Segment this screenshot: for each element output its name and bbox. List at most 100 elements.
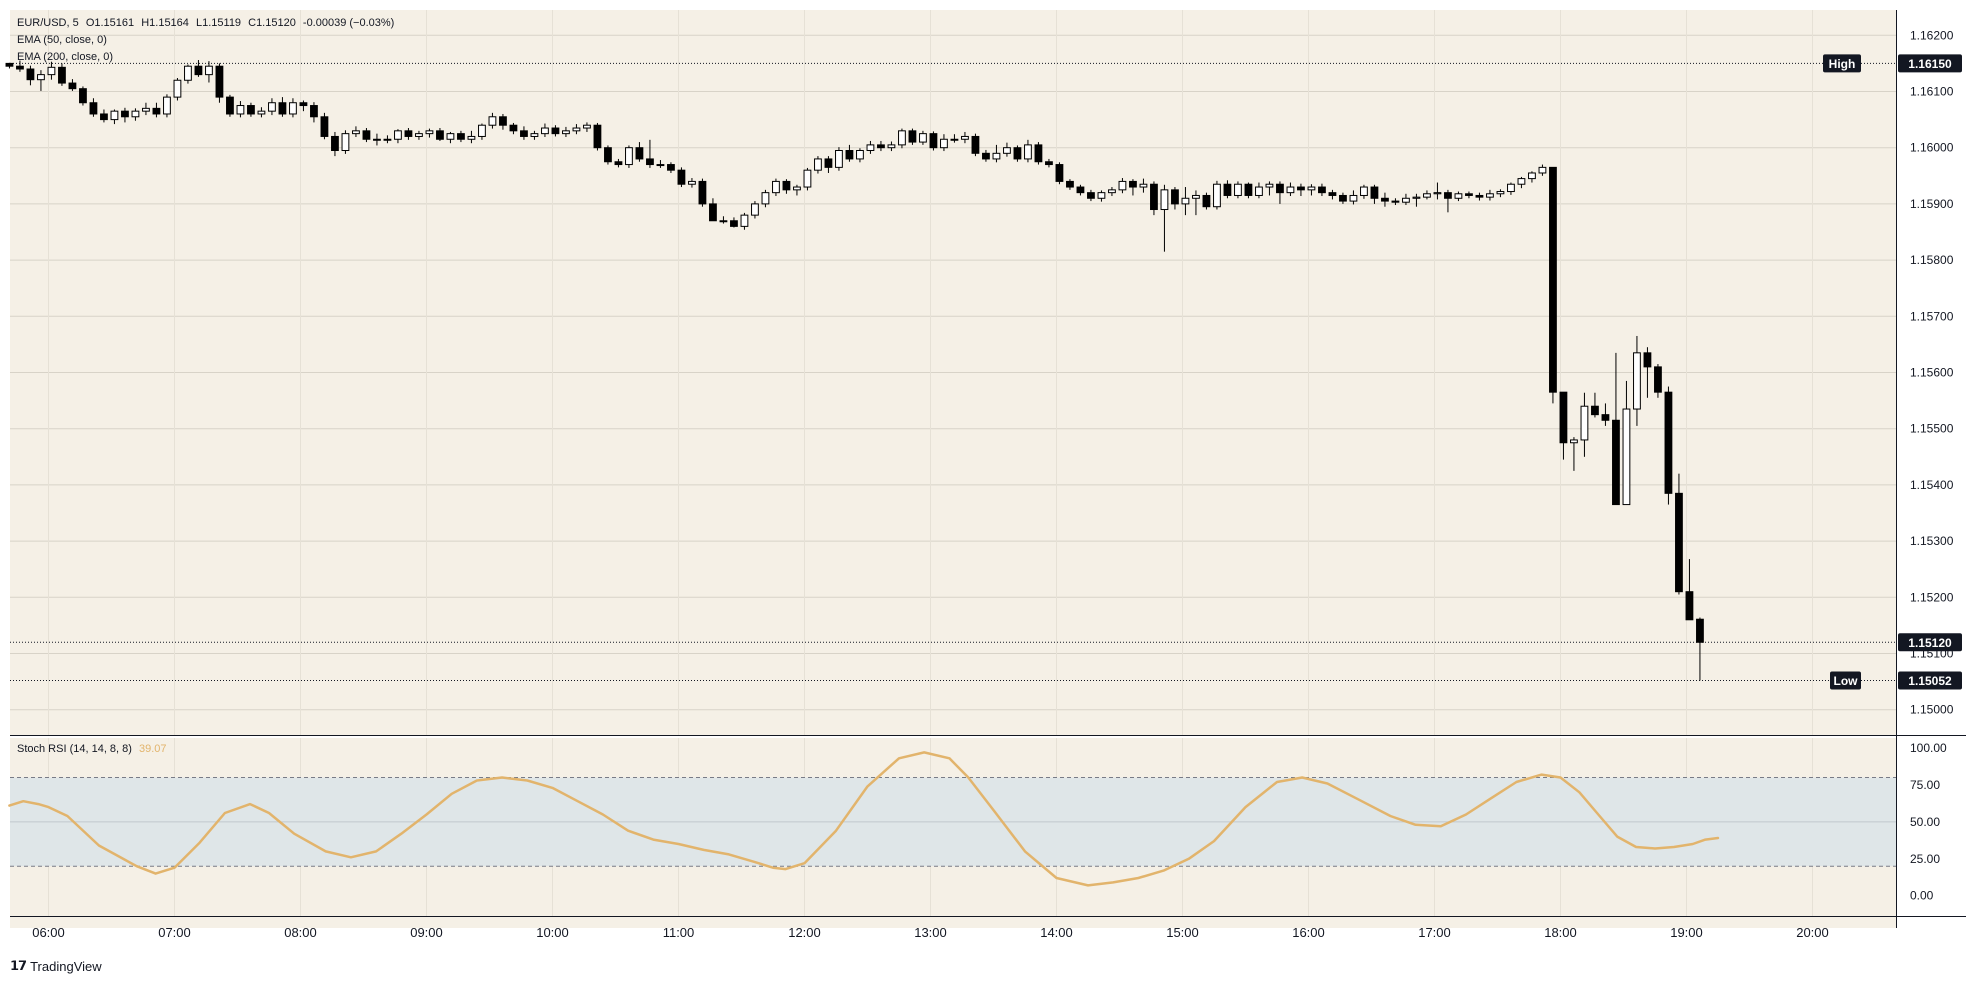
candle-body <box>1412 196 1421 199</box>
candle-body <box>1171 189 1179 205</box>
candle <box>121 107 129 123</box>
ema50-legend[interactable]: EMA (50, close, 0) <box>17 34 111 46</box>
candle <box>331 131 339 157</box>
candle-body <box>1307 186 1316 191</box>
candle-body <box>173 79 182 98</box>
candle <box>1307 184 1316 196</box>
candle <box>1486 189 1494 201</box>
candle <box>152 102 161 118</box>
candle <box>698 178 707 207</box>
candle-body <box>635 147 644 160</box>
candle <box>1244 182 1253 199</box>
candle-body <box>509 124 518 132</box>
price-tick-label: 1.15800 <box>1910 253 1954 267</box>
candle <box>1181 187 1190 216</box>
candle <box>1601 403 1610 426</box>
candle <box>5 62 14 69</box>
candle-body <box>1244 183 1253 196</box>
candle <box>845 144 854 162</box>
candle <box>604 145 612 165</box>
candle-body <box>1108 189 1116 194</box>
candle-body <box>1402 197 1410 203</box>
candle <box>1139 178 1148 193</box>
candle-body <box>1360 186 1368 196</box>
candle <box>583 122 591 132</box>
candle-body <box>1507 183 1515 193</box>
candle <box>992 144 1001 163</box>
symbol-label[interactable]: EUR/USD, 5 <box>17 17 79 29</box>
candle <box>467 130 476 144</box>
candle-body <box>1549 166 1557 393</box>
high-label-text: High <box>1829 57 1856 71</box>
candle-body <box>404 130 413 137</box>
candle <box>719 216 728 224</box>
tradingview-brand[interactable]: 𝟭𝟳 TradingView <box>10 958 102 974</box>
candle-body <box>1675 492 1683 593</box>
candle-body <box>1370 186 1379 199</box>
candle-body <box>47 66 56 76</box>
candle-body <box>1580 405 1589 441</box>
candle-body <box>982 152 990 160</box>
price-tick-label: 1.15900 <box>1910 197 1954 211</box>
stoch-tick-label: 100.00 <box>1910 741 1947 755</box>
price-tick-label: 1.15000 <box>1910 703 1954 717</box>
candle <box>562 126 570 138</box>
candle <box>740 212 749 230</box>
candle <box>824 156 833 173</box>
candle <box>1528 171 1536 183</box>
candle <box>1160 184 1169 252</box>
time-tick-label: 09:00 <box>410 925 443 940</box>
candle <box>1318 183 1326 197</box>
brand-name: TradingView <box>30 958 102 974</box>
candle-body <box>16 65 24 70</box>
candle-body <box>1538 166 1547 174</box>
candle-body <box>1087 192 1095 199</box>
candle-body <box>751 203 759 216</box>
ema200-legend[interactable]: EMA (200, close, 0) <box>17 51 117 63</box>
candle <box>1433 182 1442 200</box>
candle-body <box>257 110 266 115</box>
candle <box>1013 145 1022 162</box>
candle-body <box>1349 194 1358 202</box>
candle-body <box>1139 183 1148 188</box>
candle <box>898 128 906 149</box>
ema50-label[interactable]: EMA (50, close, 0) <box>17 34 107 46</box>
stoch-tick-label: 0.00 <box>1910 889 1934 903</box>
ema200-label[interactable]: EMA (200, close, 0) <box>17 51 113 63</box>
candle-body <box>793 186 801 191</box>
stoch-legend[interactable]: Stoch RSI (14, 14, 8, 8) 39.07 <box>17 743 171 755</box>
stoch-label[interactable]: Stoch RSI (14, 14, 8, 8) <box>17 743 132 755</box>
candle <box>1507 182 1515 195</box>
price-tick-label: 1.15200 <box>1910 590 1954 604</box>
price-tick-label: 1.15700 <box>1910 309 1954 323</box>
candle <box>803 167 812 191</box>
time-tick-label: 16:00 <box>1292 925 1325 940</box>
candle-body <box>541 127 549 135</box>
candle <box>1475 192 1484 201</box>
candle <box>1580 392 1589 457</box>
candle-body <box>362 130 371 140</box>
close-value: C1.15120 <box>248 17 296 29</box>
candle <box>268 98 276 116</box>
candle <box>1633 335 1641 426</box>
candle <box>593 122 602 151</box>
candle-body <box>730 220 738 227</box>
candle <box>835 147 843 171</box>
candle-body <box>551 127 560 135</box>
candle <box>761 189 770 208</box>
candle <box>520 126 528 140</box>
stoch-rsi-line <box>8 751 1720 887</box>
candle-body <box>1181 197 1190 205</box>
price-tick-label: 1.15500 <box>1910 422 1954 436</box>
candle-body <box>1034 144 1043 163</box>
candle <box>730 217 738 228</box>
candle <box>1391 198 1400 206</box>
candle-body <box>467 135 476 140</box>
candle <box>751 201 759 219</box>
candle-body <box>247 105 255 115</box>
candle <box>1087 189 1095 202</box>
high-value-badge <box>1898 54 1962 73</box>
symbol-legend: EUR/USD, 5 O1.15161 H1.15164 L1.15119 C1… <box>17 17 398 29</box>
candle-body <box>1622 408 1631 506</box>
